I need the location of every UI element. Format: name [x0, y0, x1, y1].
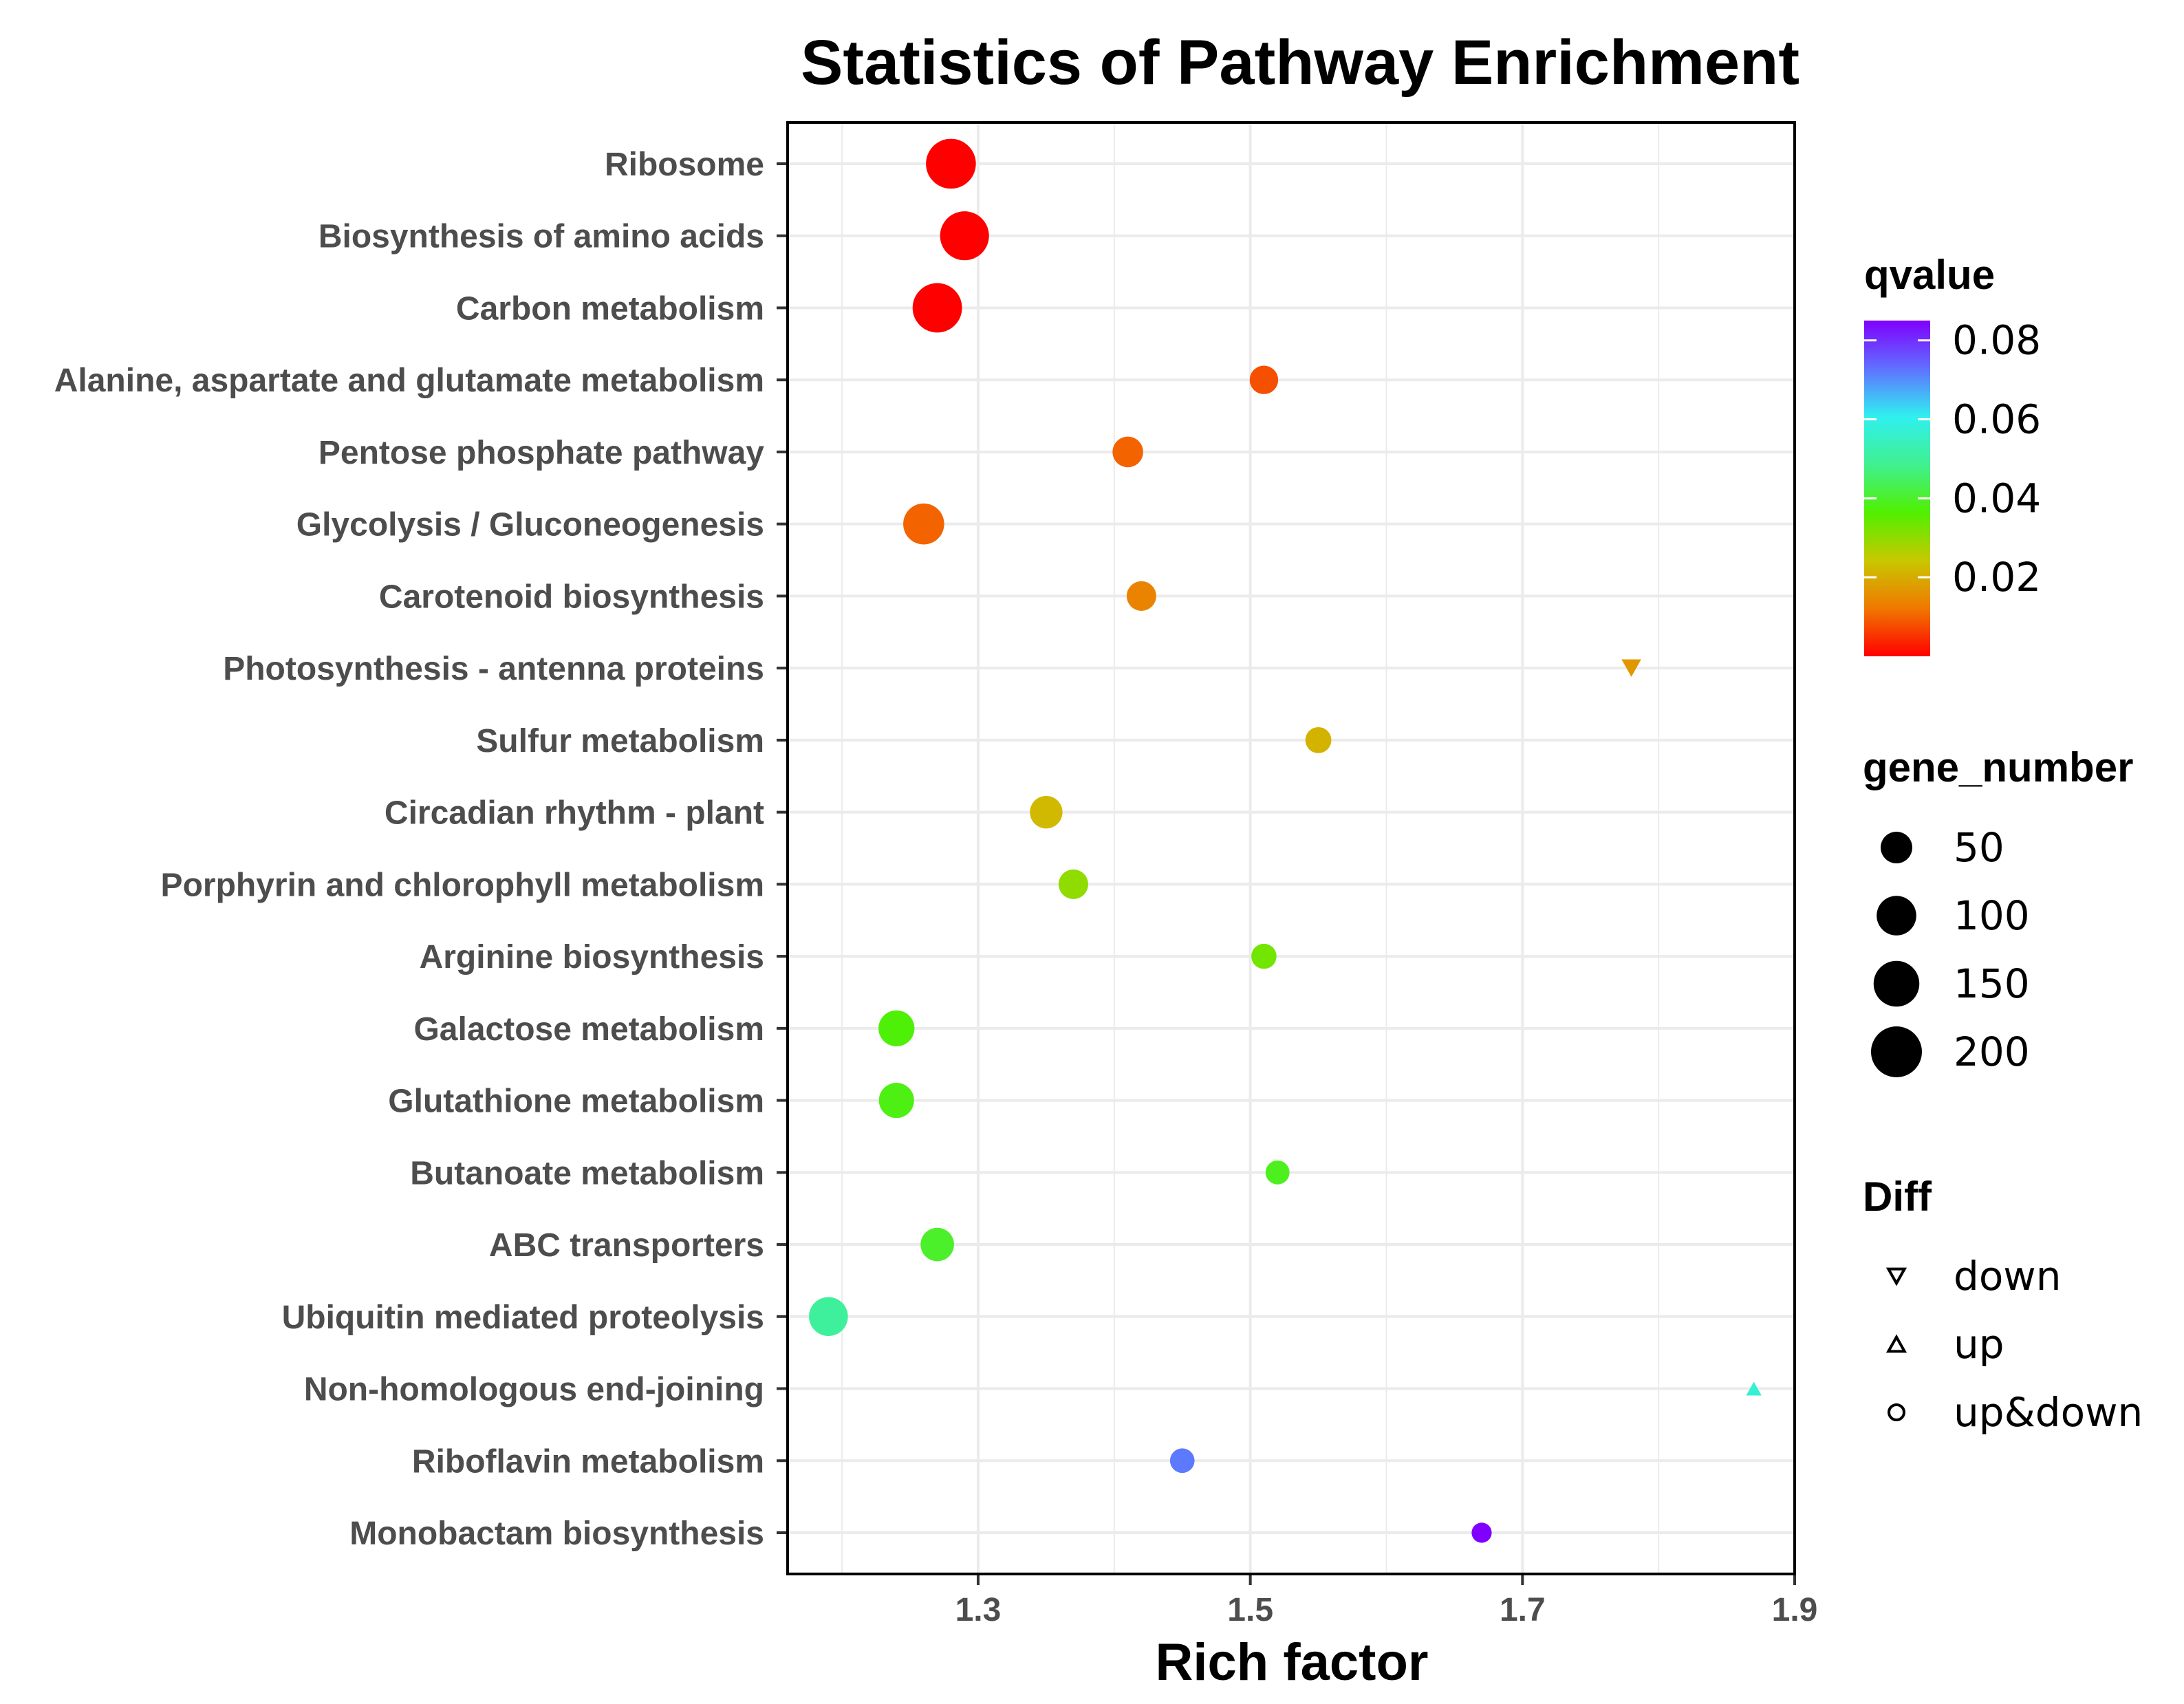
data-point: [1471, 1522, 1492, 1543]
data-point: [940, 211, 989, 261]
size-legend-circle: [1881, 832, 1912, 863]
size-legend-circle: [1871, 1026, 1922, 1077]
y-tick-label: Biosynthesis of amino acids: [318, 219, 764, 255]
shape-legend-label: up: [1954, 1321, 2004, 1368]
y-tick-label: Glutathione metabolism: [388, 1083, 764, 1120]
size-legend-label: 100: [1954, 892, 2030, 939]
data-points: [809, 138, 1762, 1543]
data-point: [1251, 943, 1277, 969]
data-point: [1249, 365, 1279, 394]
qvalue-legend: qvalue 0.08 0.06 0.04 0.02: [1864, 252, 2041, 656]
x-tick-label: 1.5: [1227, 1592, 1273, 1628]
y-tick-label: ABC transporters: [489, 1227, 764, 1264]
x-axis-ticks: 1.3 1.5 1.7 1.9: [955, 1574, 1818, 1628]
qvalue-colorbar: [1864, 321, 1930, 656]
data-point: [1126, 581, 1156, 611]
shape-legend-label: up&down: [1954, 1389, 2143, 1436]
data-point: [920, 1227, 954, 1262]
data-point: [878, 1083, 914, 1119]
size-legend-circle: [1877, 896, 1916, 936]
gene-number-legend: gene_number 50 100 150 200: [1863, 744, 2133, 1077]
y-tick-label: Photosynthesis - antenna proteins: [223, 651, 764, 687]
gene-number-legend-title: gene_number: [1863, 744, 2133, 790]
colorbar-label: 0.08: [1952, 317, 2041, 364]
x-axis-title: Rich factor: [1156, 1633, 1429, 1692]
data-point: [1169, 1448, 1195, 1474]
x-tick-label: 1.7: [1500, 1592, 1546, 1628]
y-tick-label: Butanoate metabolism: [410, 1155, 764, 1191]
y-tick-label: Pentose phosphate pathway: [318, 435, 764, 471]
y-axis-labels: Ribosome Biosynthesis of amino acids Carbo…: [54, 147, 788, 1552]
x-tick-label: 1.9: [1772, 1592, 1818, 1628]
qvalue-colorbar-ticks: 0.08 0.06 0.04 0.02: [1864, 317, 2041, 601]
data-point: [1746, 1381, 1762, 1396]
y-tick-label: Sulfur metabolism: [476, 723, 764, 759]
shape-legend-triangle-up-icon: [1885, 1334, 1907, 1353]
size-legend-label: 50: [1954, 824, 2004, 871]
data-point: [809, 1297, 848, 1337]
data-point: [1030, 795, 1063, 829]
colorbar-label: 0.04: [1952, 475, 2041, 521]
data-point: [926, 138, 976, 189]
data-point: [903, 503, 944, 545]
size-legend-label: 200: [1954, 1028, 2030, 1075]
diff-legend: Diff down up up&down: [1863, 1174, 2143, 1436]
y-tick-label: Non-homologous end-joining: [304, 1372, 764, 1408]
y-tick-label: Ribosome: [605, 147, 764, 183]
data-point: [1265, 1160, 1290, 1185]
y-tick-label: Circadian rhythm - plant: [385, 795, 764, 832]
qvalue-legend-title: qvalue: [1864, 252, 1995, 298]
data-point: [1058, 869, 1088, 899]
y-tick-label: Carotenoid biosynthesis: [379, 579, 764, 615]
x-tick-label: 1.3: [955, 1592, 1002, 1628]
chart-title: Statistics of Pathway Enrichment: [801, 28, 1799, 98]
diff-legend-title: Diff: [1863, 1174, 1932, 1220]
data-point: [912, 283, 962, 333]
shape-legend-label: down: [1954, 1253, 2062, 1299]
y-tick-label: Arginine biosynthesis: [420, 939, 764, 975]
y-tick-label: Riboflavin metabolism: [412, 1443, 764, 1480]
y-tick-label: Ubiquitin mediated proteolysis: [282, 1299, 764, 1336]
data-point: [1621, 659, 1641, 677]
data-point: [1112, 436, 1143, 468]
y-tick-label: Porphyrin and chlorophyll metabolism: [161, 867, 764, 903]
y-tick-label: Monobactam biosynthesis: [349, 1516, 764, 1552]
size-legend-label: 150: [1954, 960, 2030, 1007]
colorbar-label: 0.02: [1952, 554, 2041, 601]
y-tick-label: Alanine, aspartate and glutamate metabol…: [54, 363, 764, 399]
data-point: [1305, 726, 1332, 753]
grid-lines: [788, 122, 1796, 1574]
shape-legend-triangle-down-icon: [1885, 1267, 1907, 1286]
colorbar-label: 0.06: [1952, 396, 2041, 443]
y-tick-label: Carbon metabolism: [456, 290, 764, 327]
size-legend-circle: [1873, 960, 1920, 1007]
shape-legend-circle-icon: [1888, 1403, 1905, 1421]
data-point: [878, 1010, 915, 1046]
plot-border: [786, 121, 1796, 1575]
y-tick-label: Galactose metabolism: [413, 1011, 764, 1048]
y-tick-label: Glycolysis / Gluconeogenesis: [296, 507, 764, 543]
